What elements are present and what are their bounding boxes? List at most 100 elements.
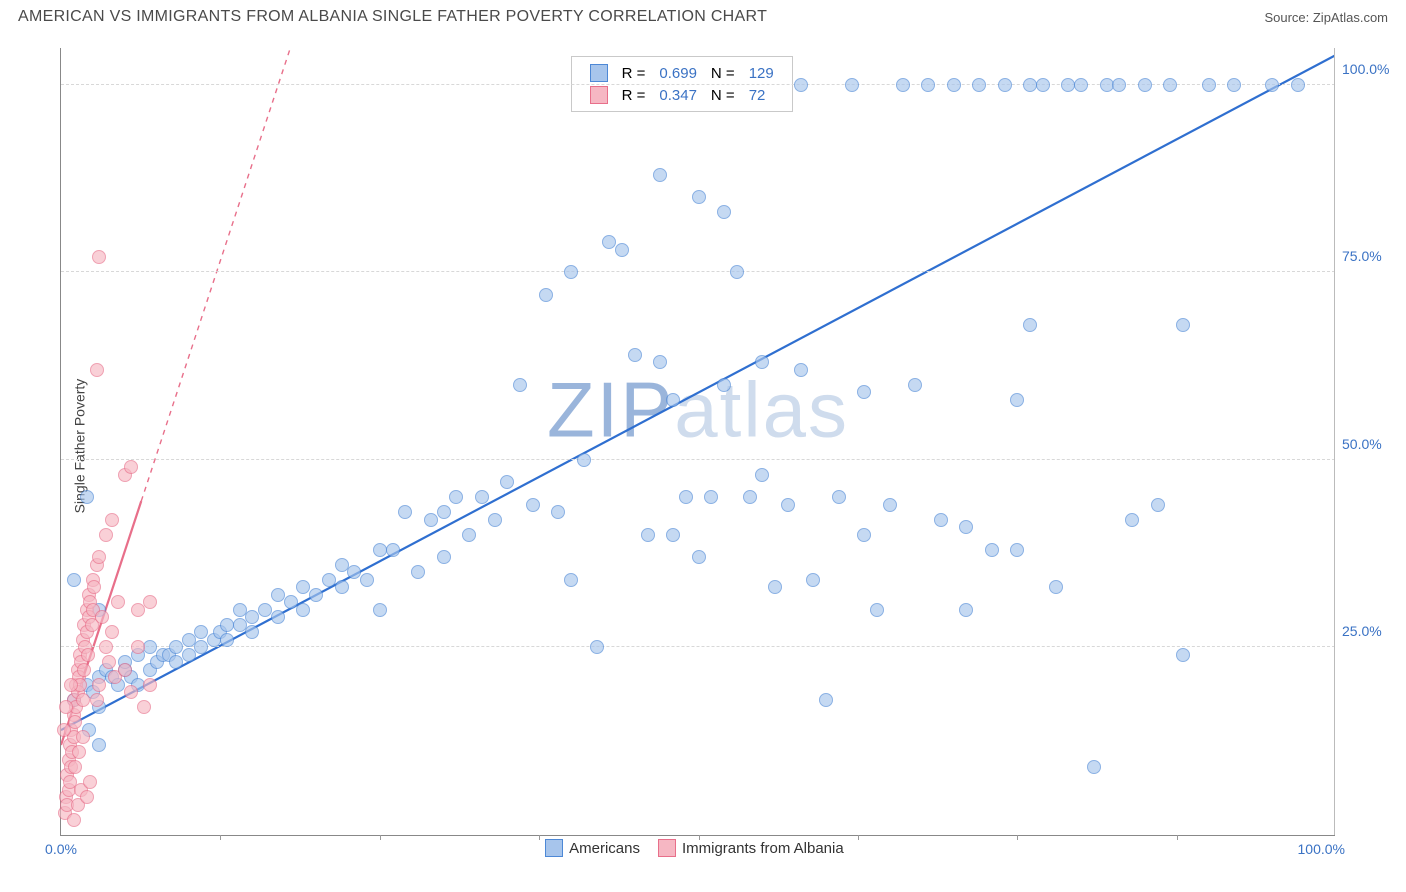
data-point bbox=[1010, 543, 1024, 557]
data-point bbox=[77, 663, 91, 677]
data-point bbox=[717, 378, 731, 392]
data-point bbox=[124, 685, 138, 699]
gridline bbox=[61, 459, 1335, 460]
data-point bbox=[67, 813, 81, 827]
chart-header: AMERICAN VS IMMIGRANTS FROM ALBANIA SING… bbox=[0, 0, 1406, 30]
data-point bbox=[309, 588, 323, 602]
n-value-immigrants: 72 bbox=[743, 85, 780, 105]
data-point bbox=[653, 355, 667, 369]
swatch-immigrants bbox=[590, 86, 608, 104]
data-point bbox=[819, 693, 833, 707]
data-point bbox=[1265, 78, 1279, 92]
data-point bbox=[806, 573, 820, 587]
chart-source: Source: ZipAtlas.com bbox=[1264, 10, 1388, 25]
data-point bbox=[1176, 318, 1190, 332]
n-label: N bbox=[711, 65, 722, 82]
data-point bbox=[92, 738, 106, 752]
y-tick-label: 100.0% bbox=[1342, 61, 1397, 77]
data-point bbox=[95, 610, 109, 624]
data-point bbox=[57, 723, 71, 737]
y-tick-label: 25.0% bbox=[1342, 623, 1397, 639]
data-point bbox=[386, 543, 400, 557]
data-point bbox=[768, 580, 782, 594]
data-point bbox=[1087, 760, 1101, 774]
data-point bbox=[679, 490, 693, 504]
data-point bbox=[755, 468, 769, 482]
data-point bbox=[1291, 78, 1305, 92]
data-point bbox=[322, 573, 336, 587]
data-point bbox=[92, 250, 106, 264]
data-point bbox=[105, 625, 119, 639]
data-point bbox=[1202, 78, 1216, 92]
data-point bbox=[1036, 78, 1050, 92]
data-point bbox=[131, 640, 145, 654]
data-point bbox=[564, 573, 578, 587]
legend-label: Americans bbox=[569, 840, 640, 857]
data-point bbox=[488, 513, 502, 527]
data-point bbox=[360, 573, 374, 587]
data-point bbox=[462, 528, 476, 542]
data-point bbox=[1138, 78, 1152, 92]
data-point bbox=[947, 78, 961, 92]
data-point bbox=[143, 595, 157, 609]
data-point bbox=[615, 243, 629, 257]
data-point bbox=[959, 520, 973, 534]
data-point bbox=[870, 603, 884, 617]
gridline bbox=[61, 271, 1335, 272]
data-point bbox=[539, 288, 553, 302]
data-point bbox=[182, 633, 196, 647]
data-point bbox=[449, 490, 463, 504]
data-point bbox=[1074, 78, 1088, 92]
data-point bbox=[296, 603, 310, 617]
x-minor-ticks bbox=[61, 835, 1335, 840]
legend-row-americans: R = 0.699 N = 129 bbox=[584, 63, 780, 83]
legend-swatch bbox=[658, 839, 676, 857]
data-point bbox=[143, 640, 157, 654]
r-label: R bbox=[622, 65, 633, 82]
data-point bbox=[781, 498, 795, 512]
x-tick-label-min: 0.0% bbox=[45, 841, 77, 857]
data-point bbox=[81, 648, 95, 662]
data-point bbox=[666, 528, 680, 542]
data-point bbox=[1023, 318, 1037, 332]
y-tick-label: 75.0% bbox=[1342, 248, 1397, 264]
data-point bbox=[99, 528, 113, 542]
data-point bbox=[794, 363, 808, 377]
legend-row-immigrants: R = 0.347 N = 72 bbox=[584, 85, 780, 105]
data-point bbox=[1125, 513, 1139, 527]
n-label: N bbox=[711, 87, 722, 104]
data-point bbox=[500, 475, 514, 489]
data-point bbox=[755, 355, 769, 369]
data-point bbox=[271, 610, 285, 624]
data-point bbox=[67, 573, 81, 587]
data-point bbox=[590, 640, 604, 654]
legend-item: Immigrants from Albania bbox=[658, 839, 844, 857]
data-point bbox=[1227, 78, 1241, 92]
data-point bbox=[998, 78, 1012, 92]
data-point bbox=[233, 603, 247, 617]
data-point bbox=[76, 693, 90, 707]
data-point bbox=[1163, 78, 1177, 92]
data-point bbox=[832, 490, 846, 504]
data-point bbox=[1151, 498, 1165, 512]
data-point bbox=[692, 190, 706, 204]
data-point bbox=[245, 610, 259, 624]
data-point bbox=[194, 625, 208, 639]
chart-title: AMERICAN VS IMMIGRANTS FROM ALBANIA SING… bbox=[18, 8, 767, 26]
data-point bbox=[335, 580, 349, 594]
data-point bbox=[934, 513, 948, 527]
data-point bbox=[118, 663, 132, 677]
data-point bbox=[194, 640, 208, 654]
scatter-chart: ZIPatlas R = 0.699 N = 129 R = 0.347 N =… bbox=[60, 48, 1335, 836]
data-point bbox=[1010, 393, 1024, 407]
data-point bbox=[717, 205, 731, 219]
data-point bbox=[131, 603, 145, 617]
data-point bbox=[972, 78, 986, 92]
data-point bbox=[666, 393, 680, 407]
data-point bbox=[143, 678, 157, 692]
data-point bbox=[284, 595, 298, 609]
data-point bbox=[959, 603, 973, 617]
data-point bbox=[704, 490, 718, 504]
data-point bbox=[564, 265, 578, 279]
data-point bbox=[271, 588, 285, 602]
